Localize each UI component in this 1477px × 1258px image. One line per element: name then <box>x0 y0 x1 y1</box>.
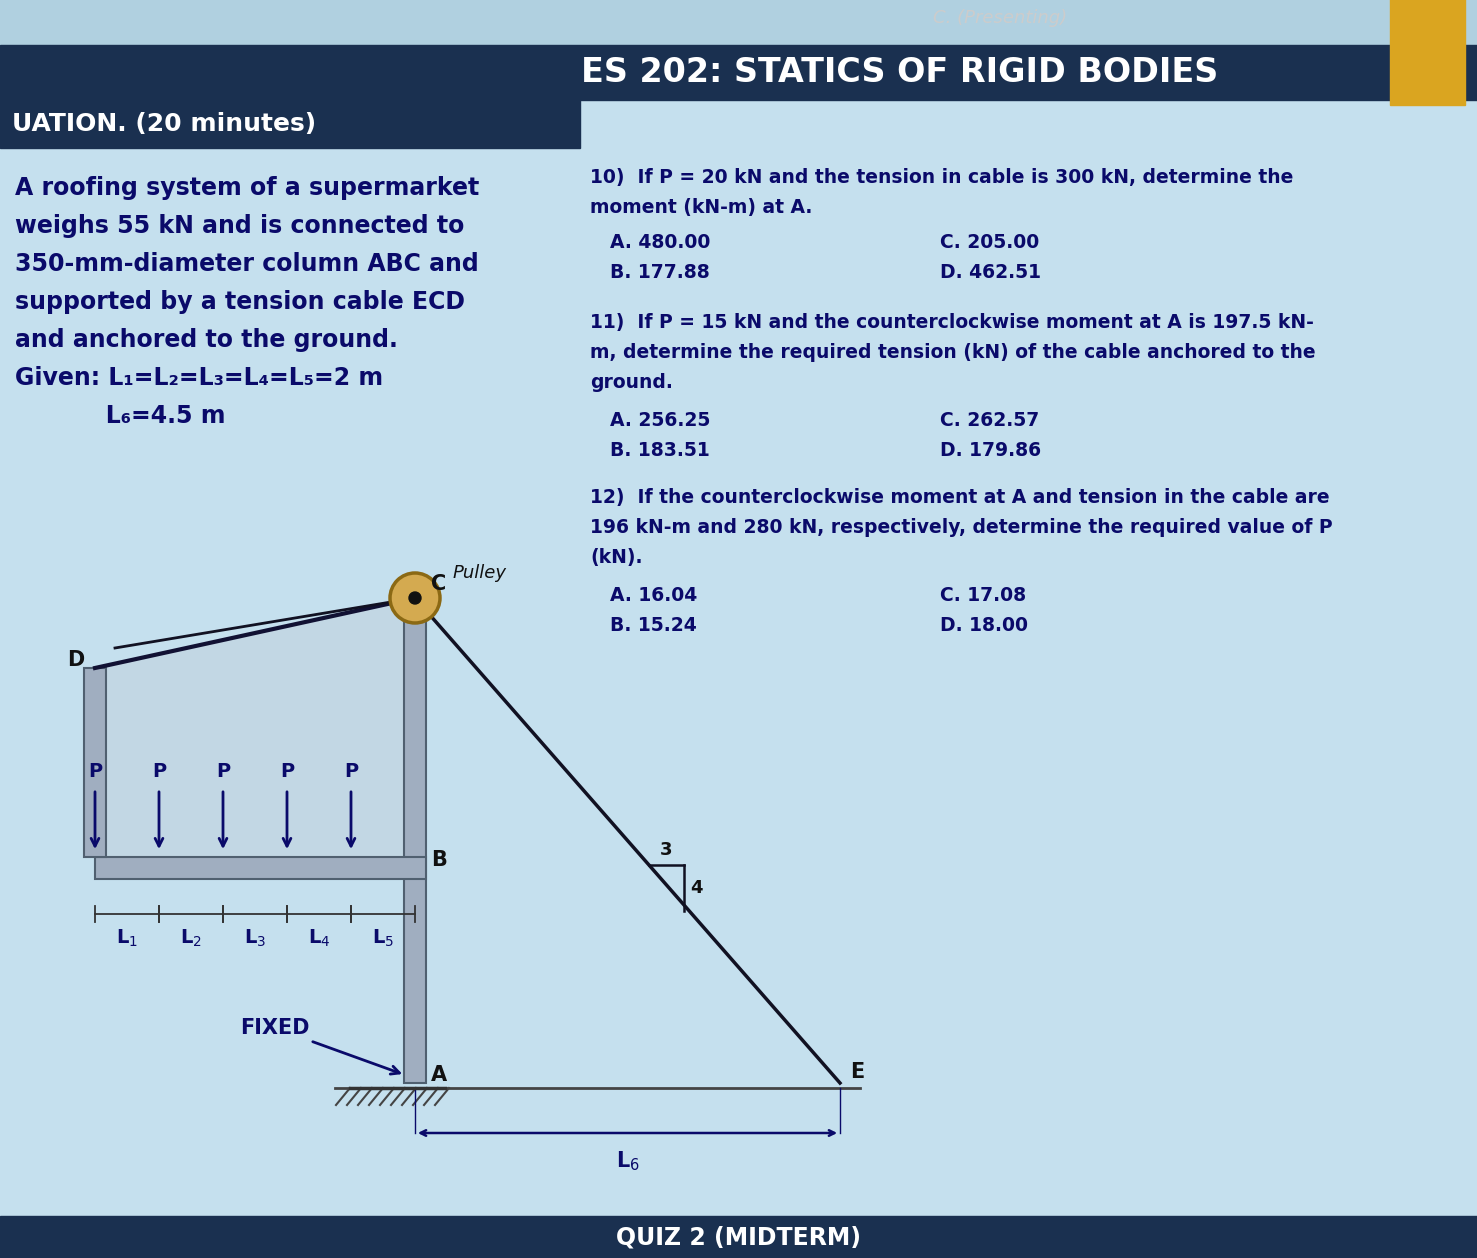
Text: L$_6$: L$_6$ <box>616 1149 640 1172</box>
Text: L$_4$: L$_4$ <box>307 928 331 950</box>
Text: D: D <box>66 650 84 671</box>
Text: Pulley: Pulley <box>453 564 507 582</box>
Bar <box>0 0 1477 45</box>
Bar <box>0 1216 1477 1258</box>
Bar <box>95 857 425 879</box>
Text: moment (kN-m) at A.: moment (kN-m) at A. <box>589 198 812 216</box>
Text: supported by a tension cable ECD: supported by a tension cable ECD <box>15 291 465 314</box>
Text: 350-mm-diameter column ABC and: 350-mm-diameter column ABC and <box>15 252 479 276</box>
Text: B. 183.51: B. 183.51 <box>610 442 710 460</box>
Text: ground.: ground. <box>589 374 674 392</box>
Circle shape <box>409 593 421 604</box>
Text: C. (Presenting): C. (Presenting) <box>933 9 1066 26</box>
Text: L$_5$: L$_5$ <box>372 928 394 950</box>
Text: C. 262.57: C. 262.57 <box>939 411 1040 430</box>
Circle shape <box>390 572 440 623</box>
Text: 196 kN-m and 280 kN, respectively, determine the required value of P: 196 kN-m and 280 kN, respectively, deter… <box>589 518 1332 537</box>
Text: and anchored to the ground.: and anchored to the ground. <box>15 328 397 352</box>
Text: A. 256.25: A. 256.25 <box>610 411 710 430</box>
Text: B. 177.88: B. 177.88 <box>610 263 710 282</box>
Text: C. 17.08: C. 17.08 <box>939 586 1027 605</box>
Text: m, determine the required tension (kN) of the cable anchored to the: m, determine the required tension (kN) o… <box>589 343 1316 362</box>
Text: 10)  If P = 20 kN and the tension in cable is 300 kN, determine the: 10) If P = 20 kN and the tension in cabl… <box>589 169 1294 187</box>
Text: C: C <box>431 574 446 594</box>
Text: P: P <box>152 762 165 781</box>
Text: UATION. (20 minutes): UATION. (20 minutes) <box>12 112 316 136</box>
Text: Given: L₁=L₂=L₃=L₄=L₅=2 m: Given: L₁=L₂=L₃=L₄=L₅=2 m <box>15 366 383 390</box>
Text: A: A <box>431 1066 448 1084</box>
Text: L₆=4.5 m: L₆=4.5 m <box>15 404 226 428</box>
Text: P: P <box>281 762 294 781</box>
Text: C. 205.00: C. 205.00 <box>939 233 1040 252</box>
Text: D. 462.51: D. 462.51 <box>939 263 1041 282</box>
Text: B: B <box>431 850 448 871</box>
Text: weighs 55 kN and is connected to: weighs 55 kN and is connected to <box>15 214 464 238</box>
Text: D. 179.86: D. 179.86 <box>939 442 1041 460</box>
Text: ES 202: STATICS OF RIGID BODIES: ES 202: STATICS OF RIGID BODIES <box>582 57 1219 89</box>
Text: L$_2$: L$_2$ <box>180 928 202 950</box>
Text: (kN).: (kN). <box>589 548 642 567</box>
Text: 11)  If P = 15 kN and the counterclockwise moment at A is 197.5 kN-: 11) If P = 15 kN and the counterclockwis… <box>589 313 1315 332</box>
Text: A. 16.04: A. 16.04 <box>610 586 697 605</box>
Text: QUIZ 2 (MIDTERM): QUIZ 2 (MIDTERM) <box>616 1225 861 1249</box>
Bar <box>405 598 425 1083</box>
Text: 12)  If the counterclockwise moment at A and tension in the cable are: 12) If the counterclockwise moment at A … <box>589 488 1329 507</box>
Text: P: P <box>344 762 357 781</box>
Text: A roofing system of a supermarket: A roofing system of a supermarket <box>15 176 479 200</box>
Text: P: P <box>89 762 102 781</box>
Text: 3: 3 <box>660 840 672 859</box>
Text: L$_3$: L$_3$ <box>244 928 266 950</box>
Bar <box>84 668 106 857</box>
Text: FIXED: FIXED <box>239 1018 399 1074</box>
Polygon shape <box>95 598 415 857</box>
Text: L$_1$: L$_1$ <box>117 928 137 950</box>
Text: E: E <box>849 1062 864 1082</box>
Bar <box>1390 0 1465 104</box>
Bar <box>0 45 1477 99</box>
Text: A. 480.00: A. 480.00 <box>610 233 710 252</box>
Text: P: P <box>216 762 230 781</box>
Text: 4: 4 <box>690 879 702 897</box>
Text: B. 15.24: B. 15.24 <box>610 616 697 635</box>
Text: D. 18.00: D. 18.00 <box>939 616 1028 635</box>
Bar <box>0 99 580 148</box>
